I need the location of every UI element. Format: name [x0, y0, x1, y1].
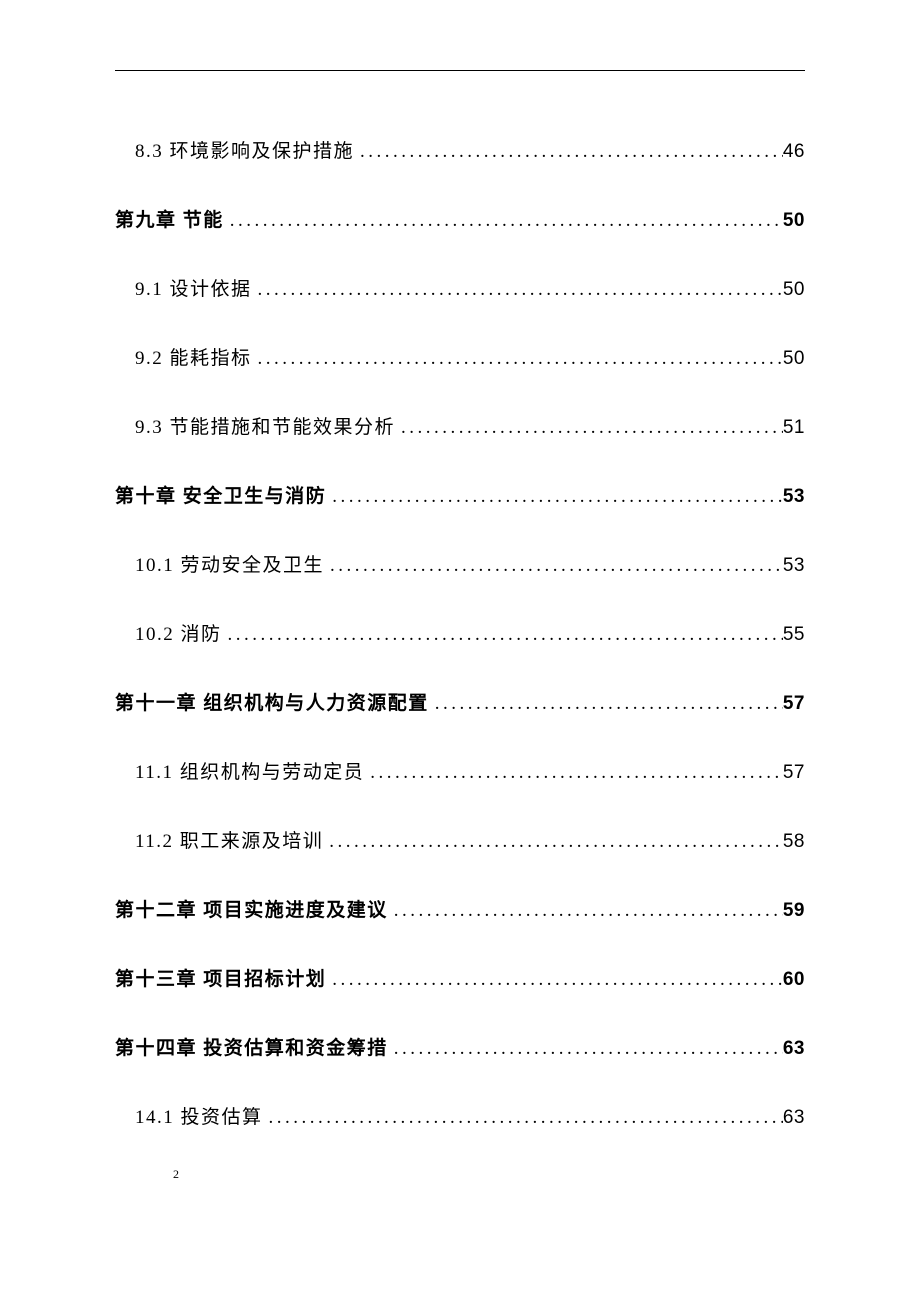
- header-rule: [115, 70, 805, 71]
- toc-label: 第十四章 投资估算和资金筹措: [115, 1033, 388, 1060]
- toc-label: 8.3 环境影响及保护措施: [135, 136, 354, 163]
- toc-dot-leader: ........................................…: [326, 486, 783, 508]
- toc-page-number: 51: [783, 417, 805, 439]
- toc-dot-leader: ........................................…: [263, 1107, 783, 1129]
- toc-dot-leader: ........................................…: [364, 762, 783, 784]
- toc-page-number: 60: [783, 969, 805, 991]
- toc-entry: 第十三章 项目招标计划.............................…: [115, 964, 805, 991]
- toc-label: 第十二章 项目实施进度及建议: [115, 895, 388, 922]
- toc-label: 9.2 能耗指标: [135, 343, 252, 370]
- toc-label: 14.1 投资估算: [135, 1102, 263, 1129]
- toc-dot-leader: ........................................…: [388, 900, 783, 922]
- toc-page-number: 58: [783, 831, 805, 853]
- toc-entry: 第十二章 项目实施进度及建议..........................…: [115, 895, 805, 922]
- toc-entry: 第九章 节能..................................…: [115, 205, 805, 232]
- page-number: 2: [173, 1167, 179, 1182]
- toc-label: 第十一章 组织机构与人力资源配置: [115, 688, 429, 715]
- toc-page-number: 55: [783, 624, 805, 646]
- toc-page-number: 46: [783, 141, 805, 163]
- toc-entry: 第十一章 组织机构与人力资源配置........................…: [115, 688, 805, 715]
- toc-dot-leader: ........................................…: [252, 279, 783, 301]
- toc-dot-leader: ........................................…: [395, 417, 783, 439]
- toc-label: 9.1 设计依据: [135, 274, 252, 301]
- toc-entry: 第十四章 投资估算和资金筹措..........................…: [115, 1033, 805, 1060]
- toc-entry: 10.2 消防.................................…: [115, 619, 805, 646]
- toc-dot-leader: ........................................…: [354, 141, 783, 163]
- toc-dot-leader: ........................................…: [324, 555, 783, 577]
- toc-label: 9.3 节能措施和节能效果分析: [135, 412, 395, 439]
- toc-entry: 8.3 环境影响及保护措施...........................…: [115, 136, 805, 163]
- toc-dot-leader: ........................................…: [429, 693, 783, 715]
- toc-entry: 11.1 组织机构与劳动定员..........................…: [115, 757, 805, 784]
- toc-page-number: 50: [783, 210, 805, 232]
- toc-dot-leader: ........................................…: [388, 1038, 783, 1060]
- toc-label: 第十章 安全卫生与消防: [115, 481, 326, 508]
- toc-label: 第九章 节能: [115, 205, 224, 232]
- toc-page-number: 59: [783, 900, 805, 922]
- toc-entry: 9.3 节能措施和节能效果分析.........................…: [115, 412, 805, 439]
- toc-entry: 14.1 投资估算...............................…: [115, 1102, 805, 1129]
- table-of-contents: 8.3 环境影响及保护措施...........................…: [115, 136, 805, 1129]
- toc-page-number: 53: [783, 486, 805, 508]
- toc-label: 10.2 消防: [135, 619, 222, 646]
- toc-entry: 10.1 劳动安全及卫生............................…: [115, 550, 805, 577]
- toc-page-number: 57: [783, 693, 805, 715]
- toc-dot-leader: ........................................…: [222, 624, 783, 646]
- toc-page-number: 57: [783, 762, 805, 784]
- toc-entry: 11.2 职工来源及培训............................…: [115, 826, 805, 853]
- toc-page-number: 63: [783, 1107, 805, 1129]
- page-container: 8.3 环境影响及保护措施...........................…: [0, 0, 920, 1129]
- toc-entry: 9.2 能耗指标................................…: [115, 343, 805, 370]
- toc-page-number: 50: [783, 279, 805, 301]
- toc-entry: 9.1 设计依据................................…: [115, 274, 805, 301]
- toc-page-number: 50: [783, 348, 805, 370]
- toc-dot-leader: ........................................…: [326, 969, 783, 991]
- toc-page-number: 63: [783, 1038, 805, 1060]
- toc-dot-leader: ........................................…: [224, 210, 783, 232]
- toc-entry: 第十章 安全卫生与消防.............................…: [115, 481, 805, 508]
- toc-page-number: 53: [783, 555, 805, 577]
- toc-label: 11.2 职工来源及培训: [135, 826, 323, 853]
- toc-label: 第十三章 项目招标计划: [115, 964, 326, 991]
- toc-dot-leader: ........................................…: [323, 831, 783, 853]
- toc-label: 10.1 劳动安全及卫生: [135, 550, 324, 577]
- toc-dot-leader: ........................................…: [252, 348, 783, 370]
- toc-label: 11.1 组织机构与劳动定员: [135, 757, 364, 784]
